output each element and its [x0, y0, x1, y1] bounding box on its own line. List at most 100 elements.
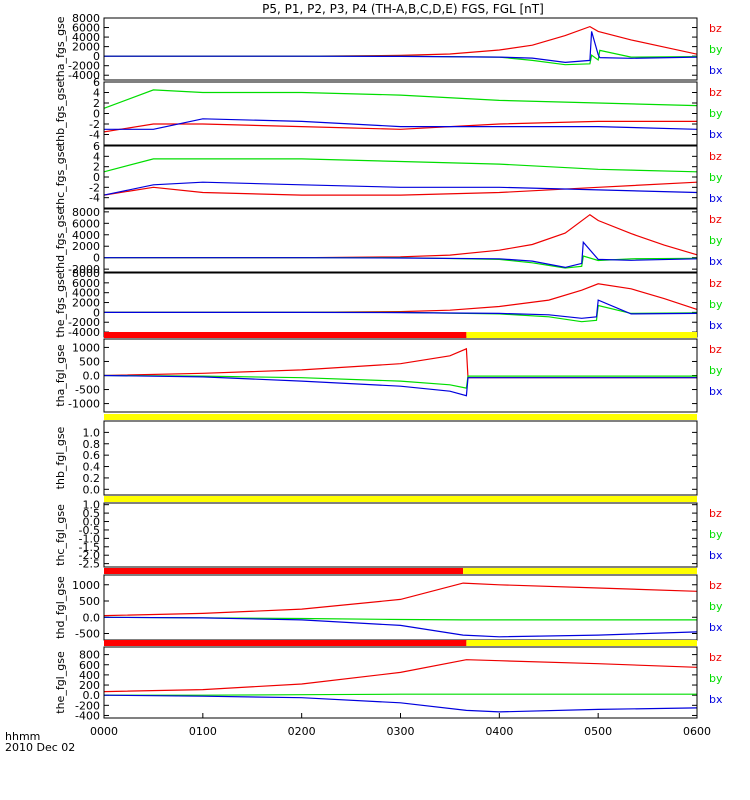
series-bz: [103, 120, 697, 133]
series-bx: [103, 181, 698, 196]
series-bx: [104, 31, 698, 64]
y-axis-label: tha_fgl_gse: [54, 344, 67, 407]
legend-bz: bz: [709, 651, 722, 664]
y-tick-label: 0.5: [83, 507, 101, 520]
legend-bz: bz: [709, 579, 722, 592]
series-bx: [104, 118, 698, 130]
y-tick-label: -2000: [68, 60, 100, 73]
y-tick-label: 0.0: [83, 611, 101, 624]
status-bar-red: [104, 332, 467, 338]
y-tick-label: 1000: [72, 579, 100, 592]
y-tick-label: 4000: [72, 31, 100, 44]
y-tick-label: -2.5: [79, 558, 100, 571]
y-tick-label: 500: [79, 355, 100, 368]
series-bz: [104, 213, 698, 259]
panel-frame: [103, 574, 698, 641]
y-tick-label: -1.5: [79, 541, 100, 554]
y-axis-label: the_fgl_gse: [54, 651, 67, 714]
y-tick-label: -2000: [68, 316, 100, 329]
y-tick-label: 1.0: [83, 499, 101, 512]
y-tick-label: 400: [79, 669, 100, 682]
legend-by: by: [709, 298, 723, 311]
legend-bz: bz: [709, 150, 722, 163]
y-tick-label: 8000: [72, 267, 100, 280]
y-tick-label: 6: [93, 140, 100, 153]
series-bz: [103, 347, 697, 379]
y-tick-label: 0: [93, 171, 100, 184]
status-bar-yellow: [466, 332, 697, 338]
y-axis-label: thd_fgl_gse: [54, 576, 67, 639]
x-tick-label: 0100: [189, 725, 217, 738]
series-bx: [104, 299, 698, 319]
y-tick-label: -2: [89, 118, 100, 131]
x-tick-label: 0200: [288, 725, 316, 738]
y-tick-label: -1.0: [79, 532, 100, 545]
status-bar-yellow: [104, 496, 697, 502]
panel-frame: [103, 17, 698, 81]
y-axis-label: thc_fgs_gse: [54, 145, 67, 210]
legend-bx: bx: [709, 319, 723, 332]
y-tick-label: 0: [93, 252, 100, 265]
y-tick-label: 2000: [72, 240, 100, 253]
panel-frame: [103, 420, 698, 496]
legend-bz: bz: [709, 213, 722, 226]
y-tick-label: -4000: [68, 326, 100, 339]
legend-bx: bx: [709, 385, 723, 398]
y-tick-label: 0: [93, 50, 100, 63]
y-tick-label: 200: [79, 679, 100, 692]
y-tick-label: 8000: [72, 206, 100, 219]
legend-by: by: [709, 528, 723, 541]
panel-frame: [103, 646, 698, 719]
legend-bx: bx: [709, 621, 723, 634]
y-tick-label: -4000: [68, 69, 100, 82]
legend-by: by: [709, 43, 723, 56]
y-tick-label: -1000: [68, 398, 100, 411]
panel-thd_fgl_gse: 1000 500 0.0 -500 thd_fgl_gse bz by bx: [54, 568, 723, 641]
legend-by: by: [709, 234, 723, 247]
series-bz: [103, 582, 698, 617]
panel-frame: [103, 208, 698, 273]
panel-frame: [103, 145, 698, 209]
plot-title: P5, P1, P2, P3, P4 (TH-A,B,C,D,E) FGS, F…: [262, 2, 544, 16]
series-by: [104, 304, 698, 323]
x-tick-label: 0600: [683, 725, 711, 738]
legend-bx: bx: [709, 693, 723, 706]
legend-bx: bx: [709, 192, 723, 205]
y-tick-label: 4000: [72, 229, 100, 242]
y-tick-label: 6: [93, 76, 100, 89]
y-axis-label: thb_fgs_gse: [54, 81, 67, 147]
status-bar-yellow: [466, 640, 697, 646]
legend-bz: bz: [709, 22, 722, 35]
legend-by: by: [709, 600, 723, 613]
panel-frame: [103, 81, 698, 146]
panel-frame: [103, 338, 698, 413]
series-bz: [103, 181, 698, 196]
y-axis-label: thc_fgl_gse: [54, 504, 67, 566]
y-tick-label: -500: [75, 628, 100, 641]
series-by: [104, 693, 697, 696]
date-label: 2010 Dec 02: [5, 741, 75, 754]
x-axis: 0000 0100 0200 0300 0400 0500 0600: [90, 713, 711, 738]
series-by: [103, 158, 698, 173]
y-tick-label: 4: [93, 87, 100, 100]
status-bar-yellow: [463, 568, 697, 574]
legend-bz: bz: [709, 507, 722, 520]
y-tick-label: 8000: [72, 12, 100, 25]
legend-bx: bx: [709, 549, 723, 562]
y-tick-label: 500: [79, 595, 100, 608]
series-bx: [103, 616, 698, 638]
y-tick-label: 2000: [72, 41, 100, 54]
y-tick-label: 6000: [72, 22, 100, 35]
series-bz: [103, 659, 698, 693]
y-tick-label: 1.0: [83, 426, 101, 439]
legend-by: by: [709, 171, 723, 184]
y-tick-label: -200: [75, 699, 100, 712]
y-tick-label: 0.0: [83, 483, 101, 496]
legend-by: by: [709, 672, 723, 685]
series-bx: [104, 240, 698, 269]
series-bx: [103, 374, 697, 397]
legend-by: by: [709, 364, 723, 377]
